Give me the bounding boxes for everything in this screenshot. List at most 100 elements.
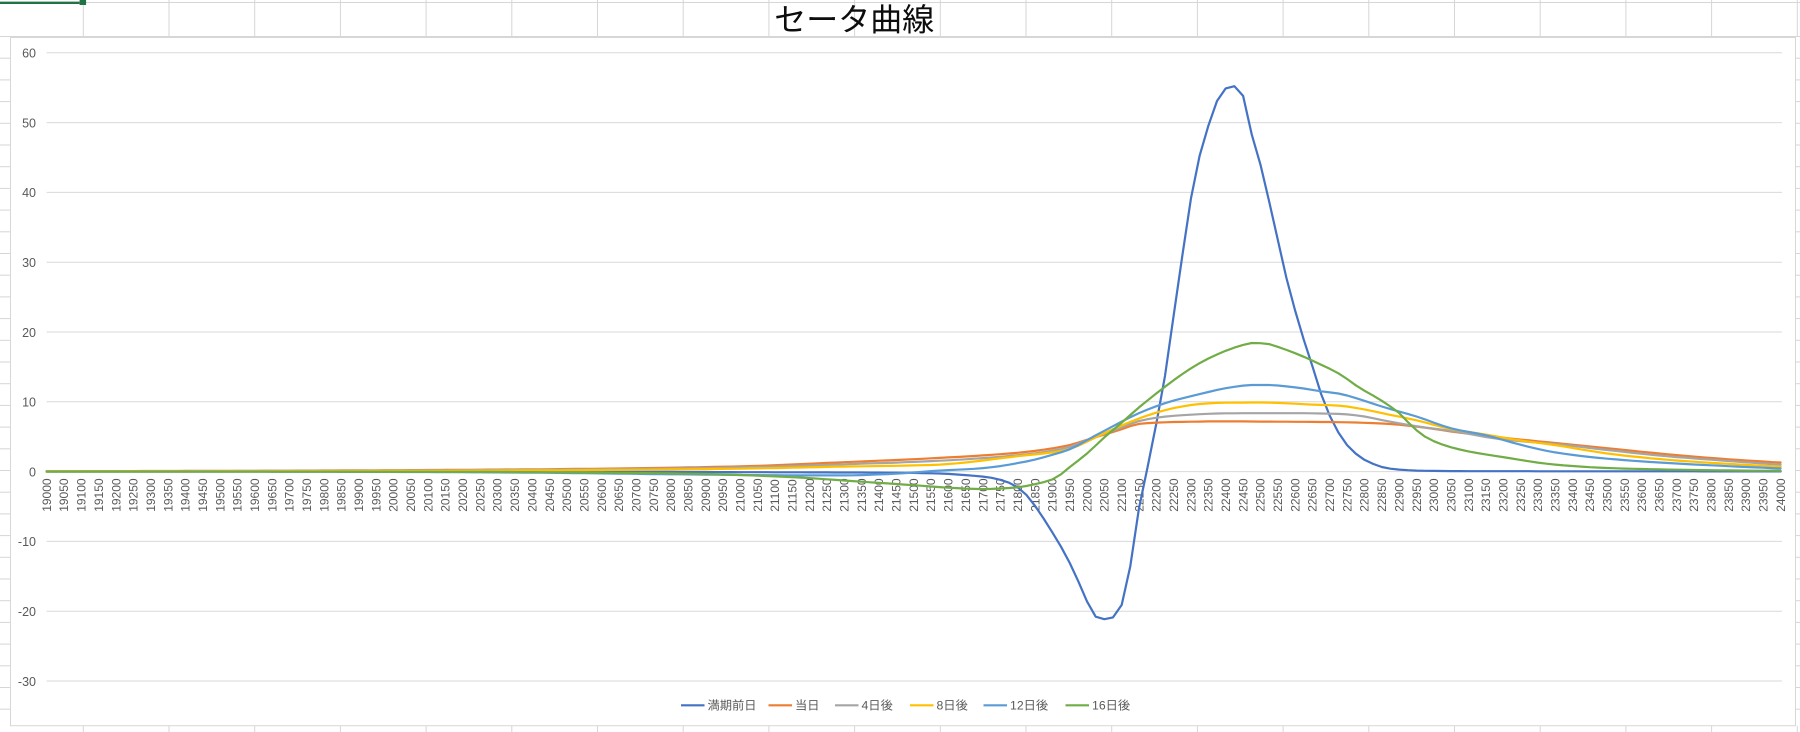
svg-text:23500: 23500 (1601, 478, 1615, 512)
svg-text:23200: 23200 (1497, 478, 1511, 512)
svg-text:20100: 20100 (421, 478, 435, 512)
svg-text:21300: 21300 (838, 478, 852, 512)
svg-text:23050: 23050 (1444, 478, 1458, 512)
svg-text:20500: 20500 (560, 478, 574, 512)
svg-text:20950: 20950 (716, 478, 730, 512)
svg-text:20150: 20150 (439, 478, 453, 512)
svg-text:20850: 20850 (682, 478, 696, 512)
svg-text:19900: 19900 (352, 478, 366, 512)
svg-text:21000: 21000 (734, 478, 748, 512)
svg-text:22700: 22700 (1323, 478, 1337, 512)
svg-text:20000: 20000 (387, 478, 401, 512)
svg-text:19050: 19050 (57, 478, 71, 512)
svg-text:19250: 19250 (127, 478, 141, 512)
svg-text:22900: 22900 (1392, 478, 1406, 512)
svg-text:21450: 21450 (890, 478, 904, 512)
svg-text:22950: 22950 (1410, 478, 1424, 512)
svg-text:19950: 19950 (369, 478, 383, 512)
svg-text:23300: 23300 (1531, 478, 1545, 512)
svg-text:22750: 22750 (1340, 478, 1354, 512)
svg-text:19150: 19150 (92, 478, 106, 512)
svg-text:50: 50 (22, 116, 36, 130)
svg-text:21250: 21250 (820, 478, 834, 512)
svg-text:10: 10 (22, 396, 36, 410)
svg-text:23600: 23600 (1635, 478, 1649, 512)
svg-text:21800: 21800 (1011, 478, 1025, 512)
svg-text:20450: 20450 (543, 478, 557, 512)
svg-text:-30: -30 (18, 675, 36, 689)
svg-text:20700: 20700 (630, 478, 644, 512)
svg-text:24000: 24000 (1774, 478, 1788, 512)
svg-text:21050: 21050 (751, 478, 765, 512)
svg-text:21950: 21950 (1063, 478, 1077, 512)
svg-text:40: 40 (22, 186, 36, 200)
svg-text:19550: 19550 (231, 478, 245, 512)
svg-text:20600: 20600 (595, 478, 609, 512)
svg-text:21150: 21150 (786, 479, 800, 512)
svg-text:22100: 22100 (1115, 478, 1129, 512)
svg-text:19600: 19600 (248, 478, 262, 512)
svg-text:19400: 19400 (179, 478, 193, 512)
svg-text:20550: 20550 (577, 478, 591, 512)
svg-text:19300: 19300 (144, 478, 158, 512)
svg-text:19750: 19750 (300, 478, 314, 512)
svg-text:23850: 23850 (1722, 478, 1736, 512)
svg-text:22250: 22250 (1167, 478, 1181, 512)
svg-text:22300: 22300 (1184, 478, 1198, 512)
svg-text:23450: 23450 (1583, 478, 1597, 512)
svg-text:19100: 19100 (75, 478, 89, 512)
svg-text:19500: 19500 (213, 478, 227, 512)
svg-text:20050: 20050 (404, 478, 418, 512)
svg-text:23000: 23000 (1427, 478, 1441, 512)
svg-text:23700: 23700 (1670, 478, 1684, 512)
svg-text:20650: 20650 (612, 478, 626, 512)
svg-text:22050: 22050 (1098, 478, 1112, 512)
svg-text:0: 0 (29, 465, 36, 479)
svg-text:22500: 22500 (1254, 478, 1268, 512)
svg-text:20250: 20250 (473, 478, 487, 512)
svg-text:21100: 21100 (768, 479, 782, 512)
svg-text:19000: 19000 (40, 478, 54, 512)
svg-text:22850: 22850 (1375, 478, 1389, 512)
svg-text:22400: 22400 (1219, 478, 1233, 512)
svg-text:23550: 23550 (1618, 478, 1632, 512)
svg-text:16: 16 (1092, 699, 1106, 713)
svg-text:21200: 21200 (803, 478, 817, 512)
svg-text:22650: 22650 (1306, 478, 1320, 512)
svg-text:21500: 21500 (907, 478, 921, 512)
svg-text:20: 20 (22, 326, 36, 340)
svg-text:-10: -10 (18, 535, 36, 549)
svg-text:21400: 21400 (872, 478, 886, 512)
svg-text:21650: 21650 (959, 478, 973, 512)
svg-text:4: 4 (862, 699, 869, 713)
svg-text:19850: 19850 (335, 478, 349, 512)
svg-text:19700: 19700 (283, 478, 297, 512)
svg-text:8: 8 (937, 699, 944, 713)
svg-text:20200: 20200 (456, 478, 470, 512)
svg-text:23750: 23750 (1687, 478, 1701, 512)
svg-text:23650: 23650 (1653, 478, 1667, 512)
svg-text:20750: 20750 (647, 478, 661, 512)
svg-text:22800: 22800 (1358, 478, 1372, 512)
svg-text:60: 60 (22, 47, 36, 61)
svg-text:21700: 21700 (976, 478, 990, 512)
svg-text:19200: 19200 (109, 478, 123, 512)
svg-text:-20: -20 (18, 605, 36, 619)
svg-text:23950: 23950 (1757, 478, 1771, 512)
svg-text:22200: 22200 (1150, 478, 1164, 512)
svg-text:20900: 20900 (699, 478, 713, 512)
svg-text:22600: 22600 (1288, 478, 1302, 512)
svg-text:20350: 20350 (508, 478, 522, 512)
svg-text:22550: 22550 (1271, 478, 1285, 512)
svg-text:21750: 21750 (994, 478, 1008, 512)
svg-text:19800: 19800 (317, 478, 331, 512)
svg-text:30: 30 (22, 256, 36, 270)
svg-text:23900: 23900 (1739, 478, 1753, 512)
svg-text:22350: 22350 (1202, 478, 1216, 512)
svg-text:21350: 21350 (855, 478, 869, 512)
svg-text:23800: 23800 (1705, 478, 1719, 512)
svg-text:23250: 23250 (1514, 478, 1528, 512)
svg-text:20400: 20400 (525, 478, 539, 512)
svg-text:21600: 21600 (942, 478, 956, 512)
svg-text:19450: 19450 (196, 478, 210, 512)
